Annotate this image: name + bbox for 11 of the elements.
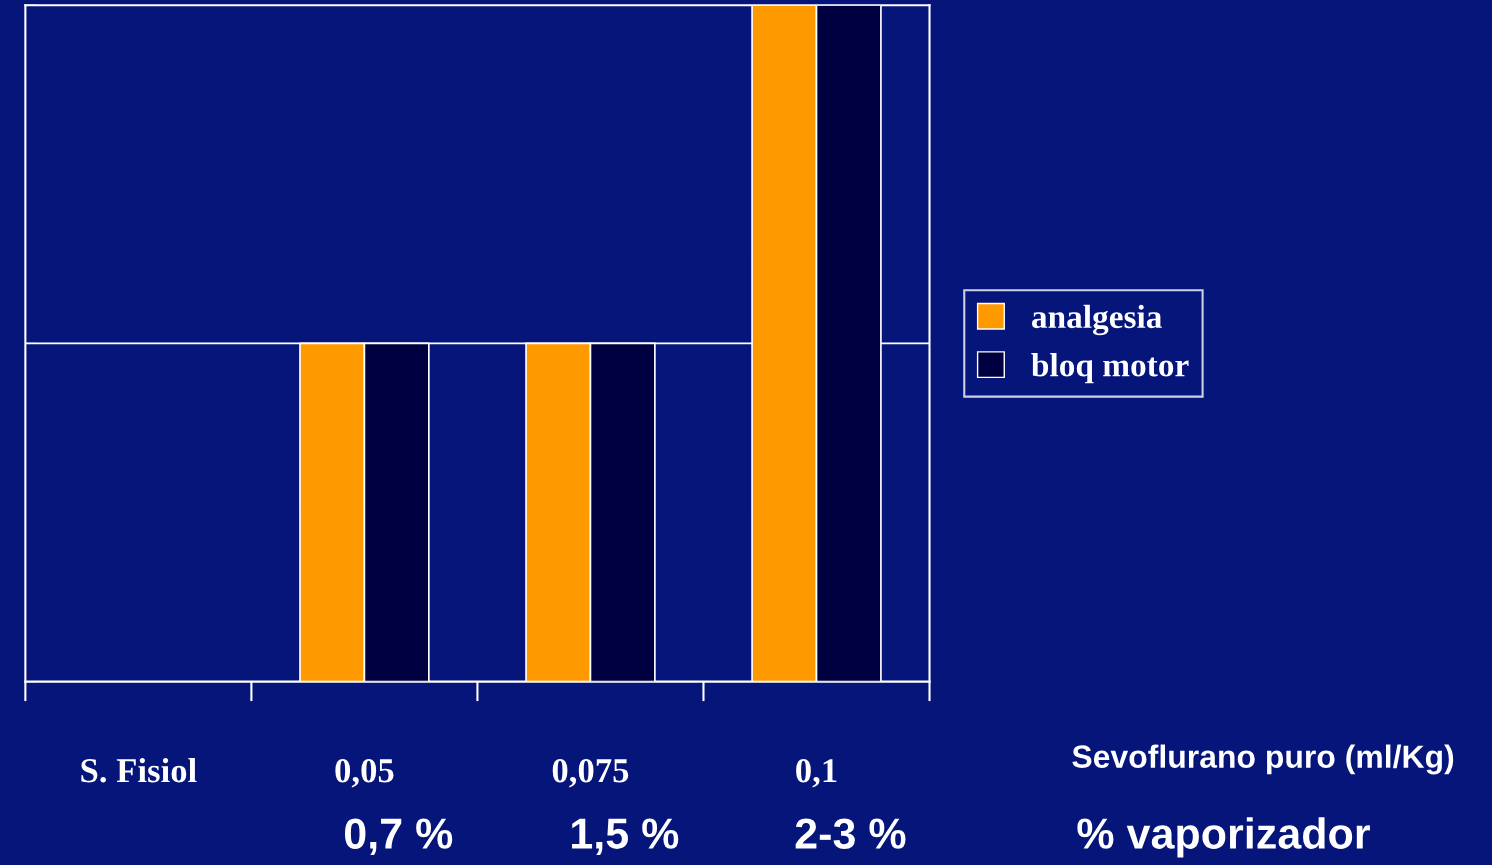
legend-label: bloq motor (1031, 353, 1189, 384)
text: 0,7 % (344, 818, 453, 856)
text: 1,5 % (572, 818, 679, 856)
legend-label: analgesia (1032, 304, 1162, 336)
x-tick-label: S. Fisiol (81, 758, 197, 783)
text: 2-3 % (795, 818, 906, 849)
x-tick-label: 0,075 (552, 759, 629, 788)
x-tick-label: 0,1 (796, 759, 837, 788)
x-axis-title: Sevoflurano puro (ml/Kg) (1072, 744, 1454, 775)
text: % vaporizador (1077, 817, 1370, 858)
x-tick-label: 0,05 (335, 759, 394, 788)
